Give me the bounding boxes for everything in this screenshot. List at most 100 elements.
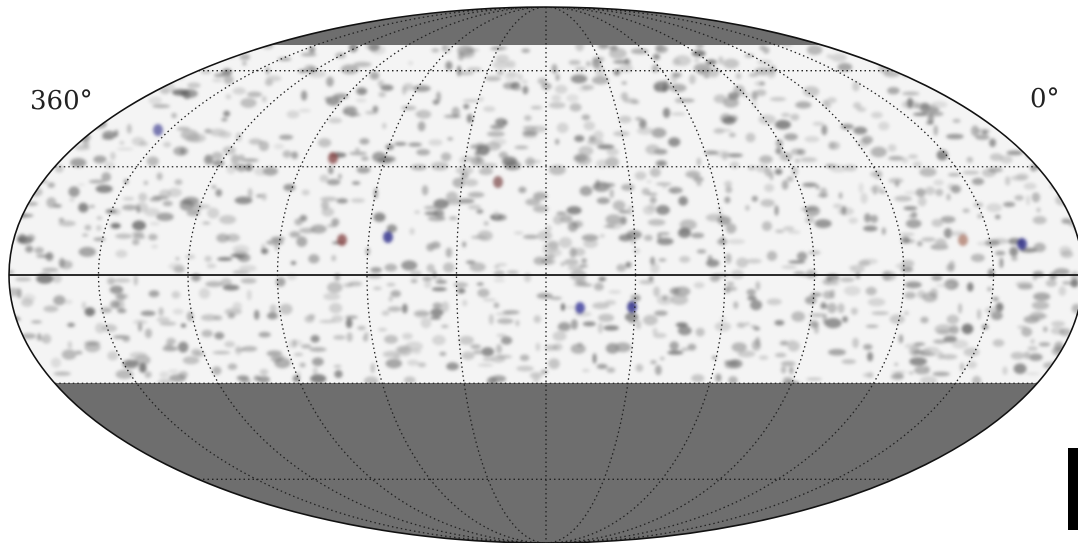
blob — [194, 351, 205, 356]
blob — [757, 60, 772, 65]
blob — [356, 87, 367, 95]
blob — [838, 63, 853, 72]
blob — [301, 53, 317, 57]
blob — [884, 71, 901, 78]
blob — [569, 60, 581, 65]
blob — [223, 111, 230, 117]
blob — [985, 307, 1000, 314]
blob — [202, 222, 210, 225]
blob — [478, 363, 493, 366]
blob — [515, 320, 519, 326]
blob — [493, 211, 500, 219]
blob — [895, 180, 899, 187]
blob — [871, 112, 883, 119]
blob — [123, 197, 135, 201]
blob — [1011, 256, 1018, 261]
blob — [972, 178, 984, 185]
blob — [553, 215, 563, 225]
blob — [790, 114, 799, 121]
blob — [458, 198, 474, 203]
blob — [138, 193, 147, 202]
blob — [944, 89, 951, 93]
blob — [783, 377, 793, 382]
blob — [418, 362, 426, 367]
blob — [775, 147, 781, 154]
blob — [279, 304, 292, 315]
blob — [583, 321, 596, 326]
blob — [781, 113, 790, 117]
blob — [586, 61, 591, 67]
blob — [671, 112, 685, 115]
blob — [696, 328, 705, 337]
blob — [514, 146, 528, 150]
blob — [318, 138, 331, 147]
blob — [604, 300, 616, 305]
blob — [1060, 189, 1072, 198]
blob — [501, 336, 512, 344]
blob — [948, 173, 961, 176]
longitude-label: 360° — [30, 86, 93, 116]
blob — [36, 75, 44, 85]
blob — [656, 160, 667, 166]
sky-map: 360° 0° — [0, 0, 1078, 543]
blob — [914, 342, 926, 345]
blob — [983, 106, 990, 117]
blob — [837, 303, 844, 313]
blob — [1033, 216, 1047, 224]
blob — [82, 234, 88, 237]
blob — [795, 159, 800, 163]
blob — [924, 347, 940, 354]
blob — [827, 303, 836, 314]
blob — [722, 116, 736, 124]
blob — [808, 250, 821, 255]
blob — [986, 50, 1003, 55]
blob — [122, 336, 130, 342]
blob — [866, 325, 879, 328]
blob — [767, 298, 782, 305]
blob — [1060, 70, 1067, 75]
blob — [1016, 173, 1029, 180]
blob — [558, 322, 570, 331]
blob — [308, 254, 319, 263]
blob — [228, 363, 238, 370]
blob — [913, 161, 922, 167]
blob — [1024, 352, 1031, 359]
blob — [718, 56, 723, 64]
blob — [598, 323, 603, 334]
blob — [407, 360, 419, 366]
blob — [212, 79, 223, 82]
blob — [610, 189, 614, 199]
blob — [870, 185, 882, 193]
blob — [960, 362, 965, 371]
blob — [346, 318, 353, 328]
blob — [117, 308, 126, 313]
blob — [177, 63, 191, 71]
blob — [433, 100, 440, 105]
blob — [595, 179, 599, 188]
blob — [784, 133, 798, 140]
blob — [467, 114, 473, 123]
blob — [402, 86, 407, 94]
blob — [115, 234, 132, 239]
blob — [430, 316, 441, 320]
blob — [457, 71, 474, 75]
blob — [1, 152, 8, 156]
blob — [483, 106, 495, 112]
blob — [582, 369, 590, 372]
blob — [309, 347, 326, 352]
blob — [370, 72, 380, 80]
blob — [97, 216, 103, 220]
blob — [271, 356, 283, 362]
blob — [913, 113, 929, 116]
blob — [296, 236, 307, 247]
blob — [937, 329, 950, 334]
blob — [156, 213, 173, 221]
blob — [752, 196, 758, 202]
blob — [77, 116, 85, 121]
blob — [447, 137, 453, 141]
blob — [581, 258, 587, 263]
blob — [601, 183, 615, 187]
blob — [1006, 150, 1023, 155]
blob — [89, 205, 95, 208]
blob — [231, 154, 240, 165]
